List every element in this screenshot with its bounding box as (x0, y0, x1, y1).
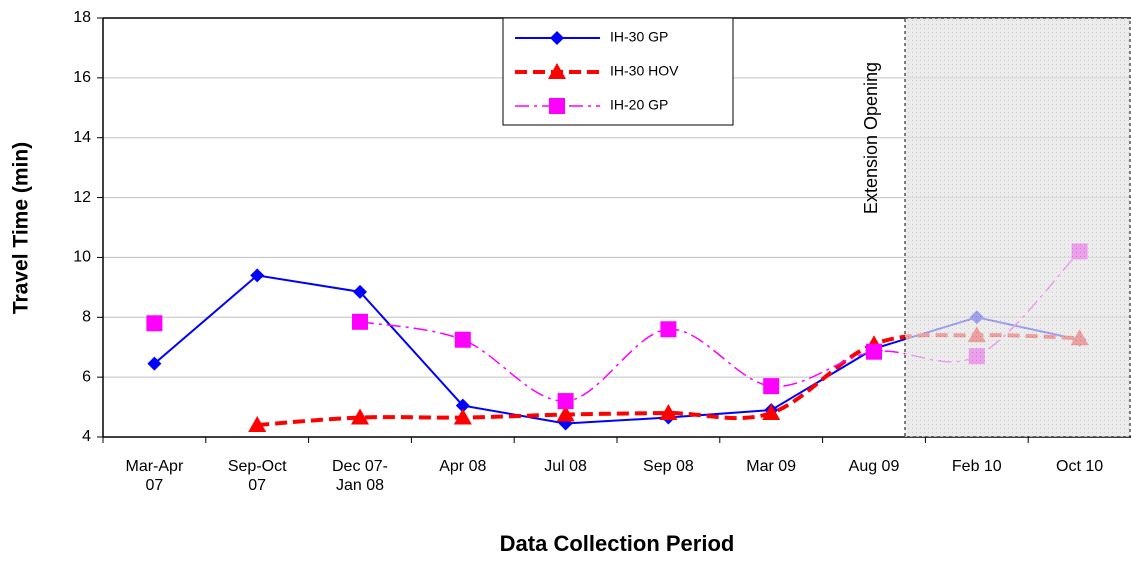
x-tick-holder: Dec 07- Jan 08 (331, 458, 389, 494)
x-tick-label: Sep-Oct 07 (227, 458, 287, 494)
x-tick-holder: Feb 10 (951, 458, 1002, 475)
legend-label: IH-30 GP (610, 29, 668, 45)
marker (455, 398, 470, 413)
marker (659, 404, 678, 421)
y-tick-label: 14 (73, 129, 91, 146)
marker (351, 408, 369, 425)
y-tick-label: 16 (73, 69, 91, 86)
x-tick-label: Aug 09 (848, 458, 900, 475)
x-tick-holder: Jul 08 (544, 458, 587, 475)
y-tick-label: 4 (82, 428, 91, 445)
x-tick-label: Sep 08 (643, 458, 694, 475)
x-tick-holder: Mar-Apr 07 (125, 458, 184, 494)
annotation: Extension Opening (861, 62, 881, 214)
y-tick-label: 18 (73, 9, 91, 26)
marker (146, 315, 163, 332)
x-tick-label: Oct 10 (1056, 458, 1104, 475)
marker (250, 268, 265, 283)
marker (660, 321, 677, 338)
legend-label: IH-30 HOV (610, 63, 679, 79)
shaded-region (904, 17, 1131, 438)
x-tick-label: Apr 08 (439, 458, 487, 475)
x-tick-holder: Apr 08 (439, 458, 487, 475)
marker (549, 98, 565, 114)
x-tick-holder: Sep-Oct 07 (227, 458, 287, 494)
y-tick-label: 10 (73, 249, 91, 266)
marker (866, 343, 882, 360)
marker (353, 284, 367, 299)
y-axis-label: Travel Time (min) (10, 142, 33, 314)
x-tick-holder: Aug 09 (848, 458, 900, 475)
x-tick-label: Dec 07- Jan 08 (331, 458, 389, 494)
marker (453, 408, 472, 425)
y-tick-label: 8 (82, 309, 91, 326)
x-tick-label: Feb 10 (951, 458, 1002, 475)
x-tick-holder: Oct 10 (1056, 458, 1104, 475)
legend: IH-30 GP IH-30 HOV IH-20 GP (502, 17, 734, 126)
x-tick-label: Mar-Apr 07 (125, 458, 184, 494)
y-tick-label: 6 (82, 368, 91, 385)
marker (147, 356, 162, 371)
x-tick-label: Jul 08 (544, 458, 587, 475)
marker (352, 313, 368, 330)
marker (557, 393, 574, 410)
x-tick-holder: Sep 08 (643, 458, 694, 475)
marker (763, 378, 780, 395)
marker (556, 405, 575, 422)
marker (550, 31, 564, 45)
marker (762, 404, 781, 421)
x-tick-label: Mar 09 (746, 458, 797, 475)
x-axis-label: Data Collection Period (500, 531, 735, 556)
marker (454, 331, 471, 348)
legend-label: IH-20 GP (610, 97, 668, 113)
x-tick-holder: Mar 09 (746, 458, 797, 475)
y-tick-label: 12 (73, 189, 91, 206)
marker (248, 416, 267, 433)
marker (548, 63, 566, 79)
